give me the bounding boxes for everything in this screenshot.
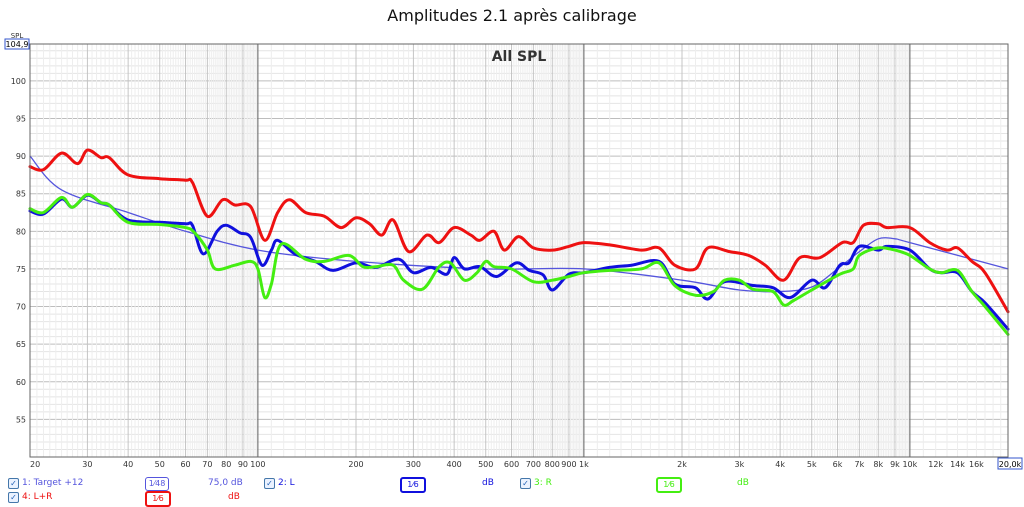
legend-label-target: 1: Target +12 (22, 478, 84, 488)
y-top-value: 104,9 (6, 40, 29, 49)
checkbox-target[interactable]: ✓ (8, 478, 19, 489)
x-tick-label: 70 (202, 460, 212, 469)
legend-value-lr: dB (228, 492, 240, 502)
smoothing-target[interactable]: 1⁄48 (145, 477, 169, 491)
x-tick-label: 3k (735, 460, 745, 469)
x-tick-label: 16k (969, 460, 984, 469)
x-end-value: 20,0k (999, 460, 1022, 469)
checkbox-left[interactable]: ✓ (264, 478, 275, 489)
y-tick-label: 60 (16, 378, 26, 387)
legend-value-right: dB (737, 478, 749, 488)
x-tick-label: 80 (221, 460, 231, 469)
x-tick-label: 12k (928, 460, 943, 469)
x-tick-label: 6k (833, 460, 843, 469)
x-tick-label: 14k (950, 460, 965, 469)
y-tick-label: 95 (16, 114, 26, 123)
series-line-4 (28, 192, 1010, 336)
x-tick-label: 700 (526, 460, 541, 469)
checkbox-right[interactable]: ✓ (520, 478, 531, 489)
y-top-box[interactable] (4, 38, 30, 50)
x-end-box[interactable] (997, 457, 1023, 470)
x-tick-label: 300 (406, 460, 421, 469)
x-tick-label: 8k (873, 460, 883, 469)
y-tick-label: 55 (16, 415, 26, 424)
x-tick-label: 600 (504, 460, 519, 469)
legend-label-left: 2: L (278, 478, 295, 488)
x-tick-label: 9k (890, 460, 900, 469)
y-tick-label: 65 (16, 340, 26, 349)
legend-value-left: dB (482, 478, 494, 488)
x-tick-label: 1k (579, 460, 589, 469)
x-tick-label: 400 (446, 460, 461, 469)
plot-frame (29, 43, 1009, 458)
x-tick-label: 5k (807, 460, 817, 469)
x-tick-label: 2k (677, 460, 687, 469)
x-tick-label: 90 (238, 460, 248, 469)
y-tick-label: 100 (11, 77, 26, 86)
x-tick-label: 50 (155, 460, 165, 469)
x-tick-label: 20 (30, 460, 40, 469)
y-tick-label: 75 (16, 265, 26, 274)
grid (29, 44, 1009, 457)
smoothing-lr[interactable]: 1⁄6 (145, 491, 171, 507)
y-axis-label: SPL (11, 32, 24, 40)
x-tick-label: 7k (854, 460, 864, 469)
overlay-title: All SPL (492, 49, 547, 65)
checkbox-lr[interactable]: ✓ (8, 492, 19, 503)
y-axis-ticks: 55 60 65 70 75 80 85 90 95 100 (11, 77, 26, 425)
x-tick-label: 900 (561, 460, 576, 469)
x-axis-ticks: 20 30 40 50 60 70 80 90 100 200 300 400 500 600 700 800… (30, 460, 984, 469)
y-tick-label: 85 (16, 190, 26, 199)
x-tick-label: 200 (348, 460, 363, 469)
series-lines (28, 148, 1010, 336)
smoothing-left[interactable]: 1⁄6 (400, 477, 426, 493)
y-tick-label: 80 (16, 227, 26, 236)
x-tick-label: 500 (478, 460, 493, 469)
x-tick-label: 60 (180, 460, 190, 469)
x-tick-label: 10k (902, 460, 917, 469)
series-line-2 (28, 148, 1010, 314)
y-tick-label: 70 (16, 303, 26, 312)
x-tick-label: 100 (250, 460, 265, 469)
legend-label-lr: 4: L+R (22, 492, 53, 502)
series-line-3 (28, 193, 1010, 331)
x-tick-label: 30 (82, 460, 92, 469)
x-tick-label: 800 (545, 460, 560, 469)
chart-title: Amplitudes 2.1 après calibrage (387, 6, 637, 25)
smoothing-right[interactable]: 1⁄6 (656, 477, 682, 493)
series-line-1 (29, 155, 1009, 293)
y-tick-label: 90 (16, 152, 26, 161)
x-tick-label: 40 (123, 460, 133, 469)
legend-label-right: 3: R (534, 478, 552, 488)
legend-value-target: 75,0 dB (208, 478, 243, 488)
x-tick-label: 4k (775, 460, 785, 469)
